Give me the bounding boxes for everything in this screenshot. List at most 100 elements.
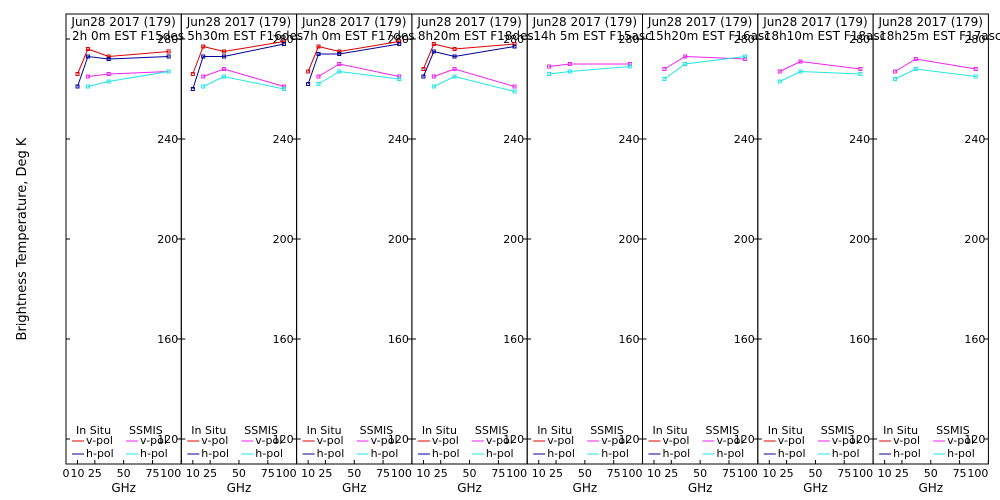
x-tick-label: 75 <box>145 467 159 480</box>
ssmis-h-point <box>512 89 517 94</box>
insitu-h-point <box>106 57 111 61</box>
insitu-h-point <box>281 42 286 46</box>
x-tick-label: 75 <box>261 467 275 480</box>
ssmis-h-point <box>106 79 111 84</box>
panel-title-time: 5h30m EST F16des <box>187 29 303 43</box>
legend-insitu-hpol-label: h-pol <box>547 447 575 460</box>
ssmis-h-point <box>316 82 321 86</box>
x-tick-label: 0 <box>63 467 70 480</box>
x-tick-label: 10 <box>878 467 892 480</box>
panel-2: Jun28 2017 (179)5h30m EST F16des 120 160 20… <box>180 13 303 495</box>
y-tick-label: 280 <box>734 33 755 46</box>
legend-ssmis-hpol-label: h-pol <box>947 447 975 460</box>
x-tick-label: 100 <box>391 467 412 480</box>
ssmis-v-point <box>777 69 782 74</box>
insitu-v-point <box>75 72 80 76</box>
insitu-h-line <box>77 55 169 87</box>
insitu-v-point <box>421 67 426 71</box>
ssmis-v-line <box>779 60 861 72</box>
y-tick-label: 240 <box>388 133 409 146</box>
ssmis-h-point <box>683 62 688 66</box>
y-tick-label: 240 <box>157 133 178 146</box>
ssmis-h-point <box>743 54 748 59</box>
panel-title-date: Jun28 2017 (179) <box>416 15 521 29</box>
legend-insitu-title: In Situ <box>883 424 918 437</box>
panel-title-date: Jun28 2017 (179) <box>878 15 983 29</box>
panel-title-date: Jun28 2017 (179) <box>186 15 291 29</box>
panel-title-time: 7h 0m EST F17des <box>303 29 415 43</box>
y-tick-label: 240 <box>849 133 870 146</box>
legend-insitu-vpol-label: v-pol <box>201 434 228 447</box>
panel-title-time: 2h 0m EST F15des <box>72 29 184 43</box>
x-axis-label: GHz <box>111 481 136 495</box>
y-tick-label: 200 <box>388 233 409 246</box>
ssmis-h-point <box>281 87 286 91</box>
ssmis-v-line <box>664 55 746 70</box>
ssmis-v-point <box>973 67 978 71</box>
panel-title-date: Jun28 2017 (179) <box>647 15 752 29</box>
y-tick-label: 120 <box>849 433 870 446</box>
legend-ssmis-vpol-label: v-pol <box>717 434 744 447</box>
insitu-v-line <box>422 43 515 70</box>
y-tick-label: 200 <box>964 233 985 246</box>
x-tick-label: 50 <box>117 467 131 480</box>
legend-ssmis-hpol-label: h-pol <box>832 447 860 460</box>
y-tick-label: 120 <box>388 433 409 446</box>
insitu-v-line <box>192 41 284 75</box>
ssmis-v-point <box>512 84 517 89</box>
panel-title-time: 8h20m EST F18des <box>418 29 534 43</box>
x-tick-label: 25 <box>780 467 794 480</box>
x-tick-label: 75 <box>953 467 967 480</box>
x-axis-label: GHz <box>227 481 252 495</box>
ssmis-h-line <box>894 68 976 80</box>
y-tick-label: 280 <box>849 33 870 46</box>
legend-ssmis-vpol-label: v-pol <box>140 434 167 447</box>
panel-1: Jun28 2017 (179)2h 0m EST F15des 120 160 20… <box>63 13 184 495</box>
x-tick-label: 50 <box>463 467 477 480</box>
insitu-v-point <box>166 49 171 54</box>
ssmis-v-point <box>337 62 342 66</box>
insitu-v-point <box>221 49 226 54</box>
legend-ssmis-title: SSMIS <box>590 424 624 437</box>
legend-insitu-vpol-label: v-pol <box>86 434 113 447</box>
panel-7: Jun28 2017 (179)18h10m EST F18asc 120 160 2… <box>757 13 886 495</box>
x-tick-label: 100 <box>967 467 988 480</box>
legend-insitu-title: In Situ <box>191 424 226 437</box>
y-tick-label: 160 <box>964 333 985 346</box>
legend-insitu-hpol-label: h-pol <box>778 447 806 460</box>
panel-6: Jun28 2017 (179)15h20m EST F16asc 120 160 2… <box>642 13 771 495</box>
y-tick-label: 280 <box>964 33 985 46</box>
x-axis-label: GHz <box>918 481 943 495</box>
insitu-h-point <box>431 49 436 54</box>
y-tick-label: 160 <box>388 333 409 346</box>
panel-title-time: 15h20m EST F16asc <box>649 29 771 43</box>
ssmis-h-point <box>337 69 342 74</box>
legend-ssmis-title: SSMIS <box>821 424 855 437</box>
x-tick-label: 25 <box>318 467 332 480</box>
legend-insitu-title: In Situ <box>76 424 111 437</box>
ssmis-h-line <box>779 70 861 82</box>
insitu-v-point <box>201 44 206 49</box>
ssmis-v-point <box>85 74 90 79</box>
x-tick-label: 10 <box>647 467 661 480</box>
legend-insitu-title: In Situ <box>422 424 457 437</box>
insitu-v-point <box>431 42 436 46</box>
ssmis-h-point <box>662 77 667 81</box>
x-tick-label: 75 <box>837 467 851 480</box>
y-tick-label: 120 <box>964 433 985 446</box>
insitu-h-point <box>316 52 321 56</box>
y-tick-label: 120 <box>503 433 524 446</box>
legend-insitu-vpol-label: v-pol <box>317 434 344 447</box>
legend-ssmis-hpol-label: h-pol <box>371 447 399 460</box>
legend-insitu-title: In Situ <box>768 424 803 437</box>
legend-ssmis-title: SSMIS <box>706 424 740 437</box>
x-axis-label: GHz <box>688 481 713 495</box>
x-tick-label: 100 <box>737 467 758 480</box>
y-tick-label: 240 <box>734 133 755 146</box>
insitu-h-point <box>421 74 426 79</box>
y-tick-label: 200 <box>849 233 870 246</box>
ssmis-h-point <box>893 77 898 81</box>
legend-ssmis-title: SSMIS <box>129 424 163 437</box>
legend-ssmis-hpol-label: h-pol <box>140 447 168 460</box>
legend-ssmis-hpol-label: h-pol <box>717 447 745 460</box>
